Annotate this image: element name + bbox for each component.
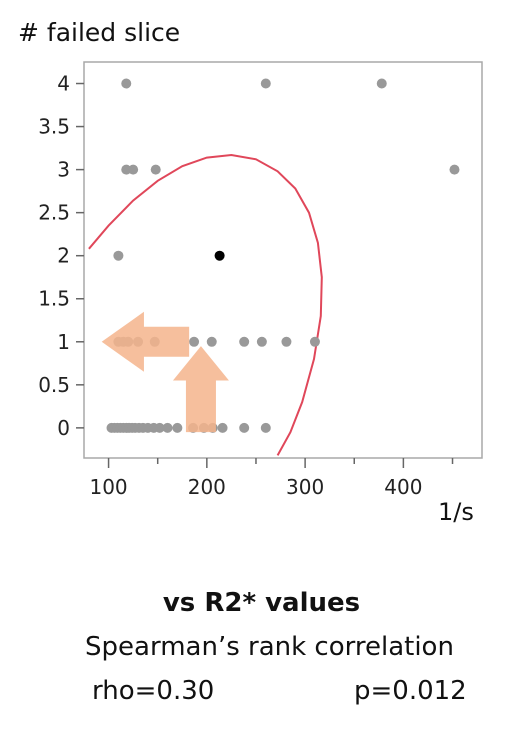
data-point xyxy=(309,336,320,347)
data-point xyxy=(121,164,132,175)
x-axis: 100 200 300 400 xyxy=(89,458,454,499)
up-arrow xyxy=(172,346,229,433)
data-point xyxy=(281,336,292,347)
caption-title: vs R2* values xyxy=(162,588,361,618)
y-tick-label: 4 xyxy=(57,72,70,96)
data-point xyxy=(121,78,132,89)
data-point xyxy=(260,422,271,433)
highlight-point xyxy=(214,250,225,261)
x-tick-label: 100 xyxy=(89,475,127,499)
left-arrow xyxy=(101,311,190,372)
x-tick-label: 400 xyxy=(384,475,422,499)
data-point xyxy=(239,422,250,433)
y-tick-label: 1.5 xyxy=(38,287,70,311)
y-tick-label: 2.5 xyxy=(38,201,70,225)
x-tick-label: 300 xyxy=(286,475,324,499)
density-ellipse xyxy=(88,153,323,456)
plot-frame xyxy=(83,61,483,459)
y-tick-label: 0 xyxy=(57,416,70,440)
data-point xyxy=(256,336,267,347)
x-tick-label: 200 xyxy=(188,475,226,499)
y-tick-label: 3.5 xyxy=(38,115,70,139)
y-axis-title: # failed slice xyxy=(18,18,181,47)
scatter-plot: 0 0.5 1 1.5 2 2.5 3 3.5 4 100 200 300 400 xyxy=(38,61,483,499)
data-point xyxy=(150,164,161,175)
y-tick-label: 1 xyxy=(57,330,70,354)
data-point xyxy=(128,164,139,175)
data-point xyxy=(260,78,271,89)
y-tick-label: 3 xyxy=(57,158,70,182)
rho-value: rho=0.30 xyxy=(92,676,215,706)
p-value: p=0.012 xyxy=(354,676,467,706)
data-point xyxy=(113,250,124,261)
data-point xyxy=(206,336,217,347)
data-point xyxy=(449,164,460,175)
data-point xyxy=(172,422,183,433)
data-point xyxy=(189,336,200,347)
data-point xyxy=(239,336,250,347)
data-point xyxy=(162,422,173,433)
y-axis: 0 0.5 1 1.5 2 2.5 3 3.5 4 xyxy=(38,72,84,440)
x-axis-title: 1/s xyxy=(438,498,474,526)
y-tick-label: 0.5 xyxy=(38,373,70,397)
y-tick-label: 2 xyxy=(57,244,70,268)
caption-subtitle: Spearman’s rank correlation xyxy=(85,632,454,662)
plot-area xyxy=(88,78,460,456)
data-point xyxy=(154,422,165,433)
data-point xyxy=(376,78,387,89)
data-point xyxy=(217,422,228,433)
